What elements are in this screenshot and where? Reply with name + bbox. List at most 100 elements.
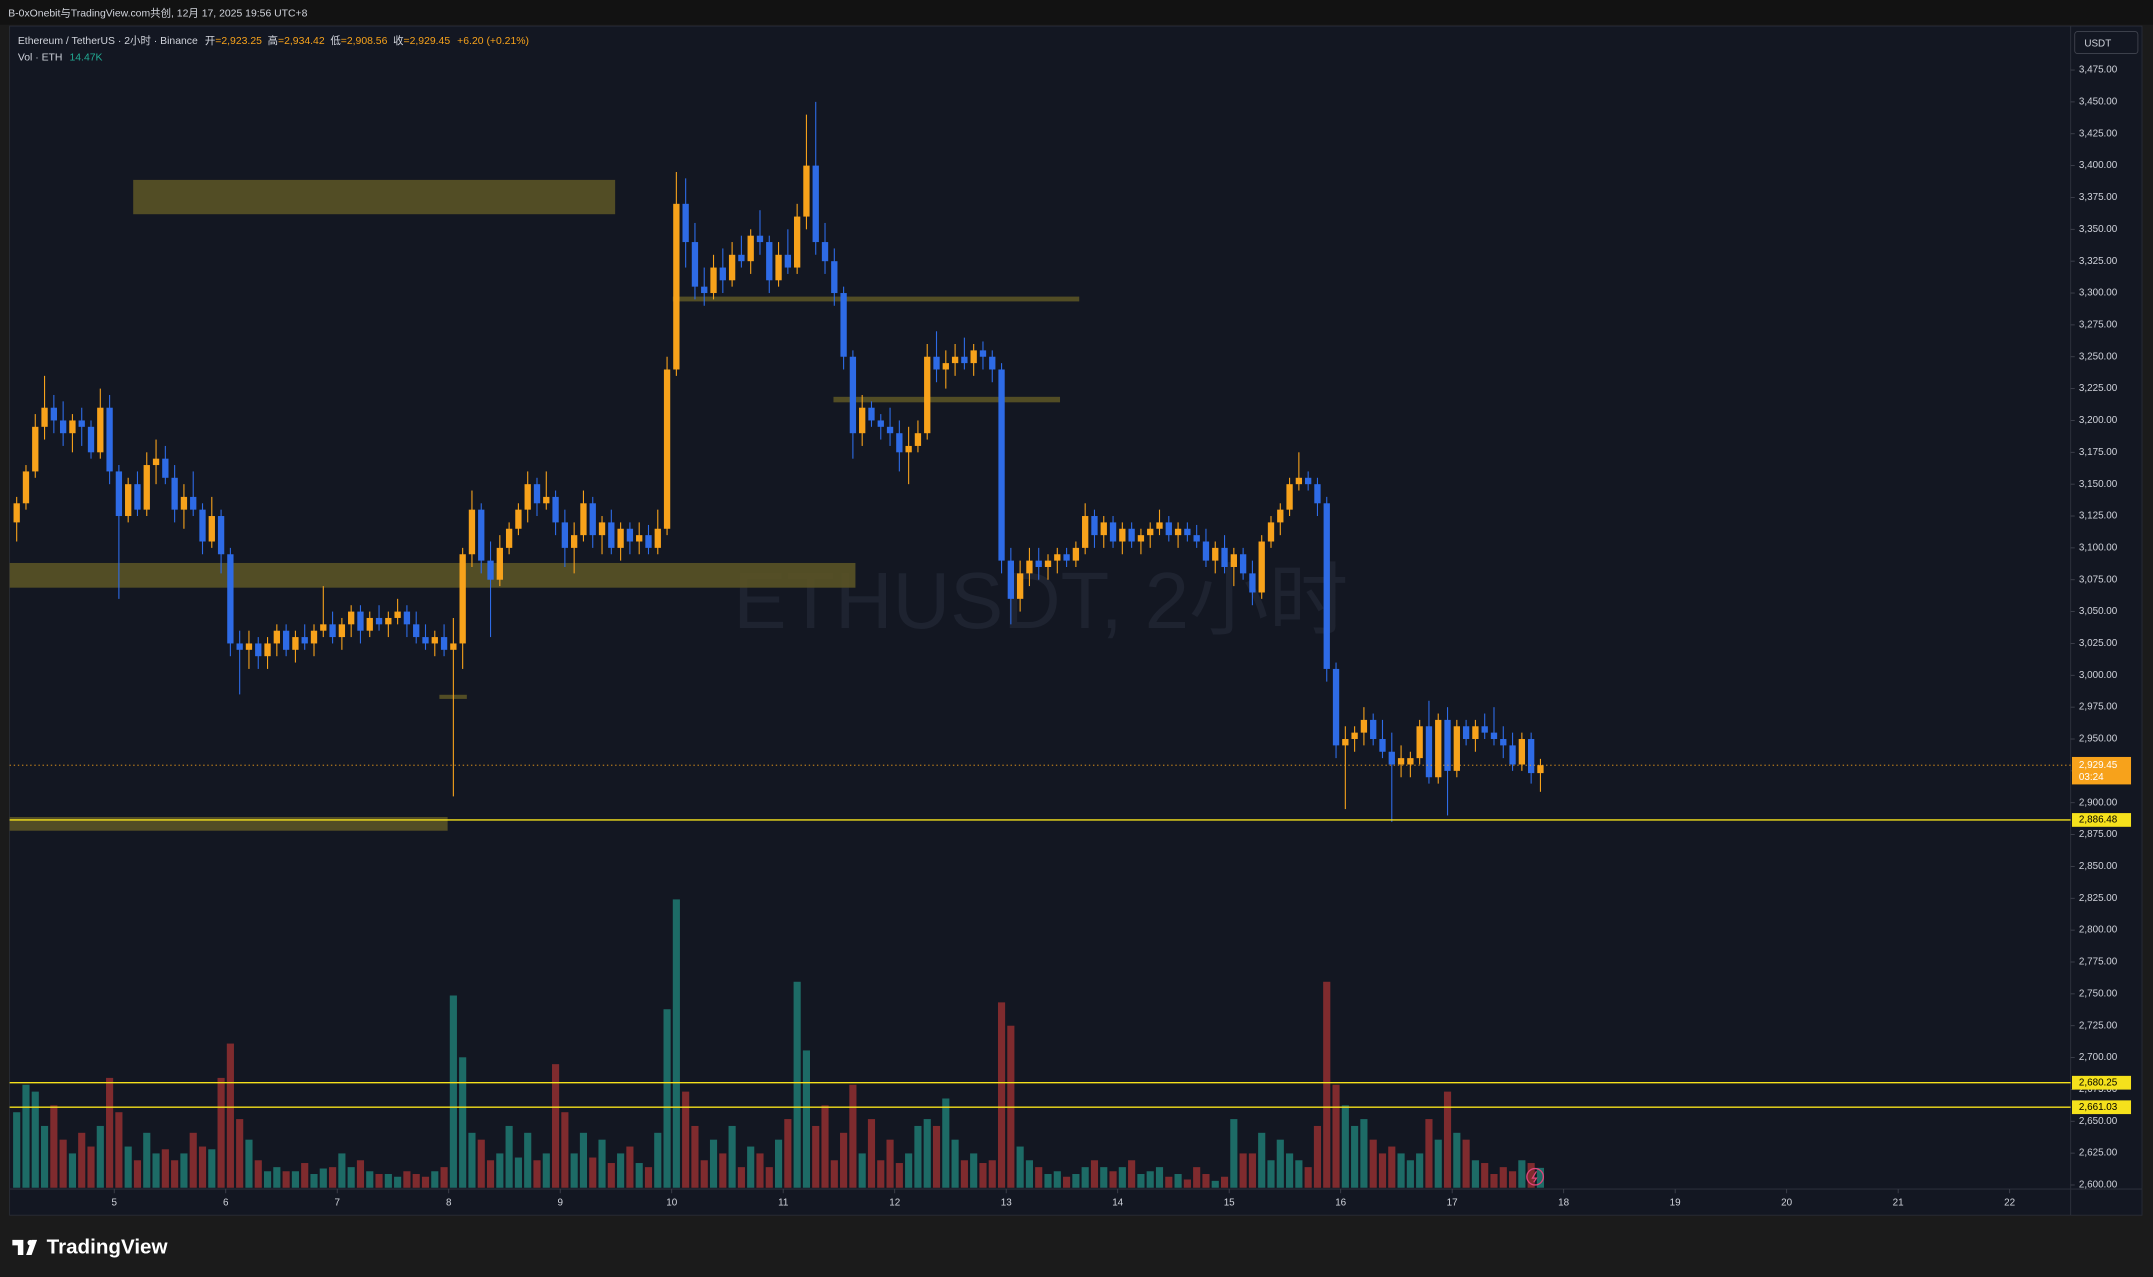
candle-body	[533, 484, 541, 504]
candle-body	[1156, 522, 1163, 529]
last-price-tag	[2071, 756, 2132, 785]
y-tick-label: 3,425.00	[2079, 128, 2118, 139]
ohlc-key: 低	[330, 34, 341, 47]
alert-bolt	[1531, 1170, 1538, 1183]
volume-bar	[68, 1153, 77, 1188]
volume-bar	[1323, 981, 1331, 1188]
candle-body	[375, 617, 383, 625]
candle-body	[1490, 732, 1498, 740]
volume-bar	[505, 1125, 513, 1188]
volume-bar	[291, 1171, 299, 1188]
candle-body	[208, 516, 215, 542]
volume-bar	[709, 1139, 718, 1188]
volume-bar	[979, 1163, 987, 1188]
candle-body	[1397, 758, 1405, 765]
x-tick-label: 10	[666, 1197, 677, 1208]
candle-body	[13, 503, 20, 523]
volume-bar	[691, 1125, 699, 1188]
x-tick-label: 22	[2004, 1197, 2015, 1208]
candle-body	[143, 465, 150, 510]
candle-body	[69, 420, 76, 434]
candle-body	[450, 643, 457, 650]
last-price-label: 2,929.45	[2079, 760, 2118, 771]
candle-body	[125, 484, 132, 517]
candle-body	[301, 637, 308, 644]
candle-body	[728, 254, 736, 281]
volume-bar	[617, 1153, 625, 1188]
candle-body	[1472, 726, 1479, 740]
volume-bar	[802, 1050, 811, 1188]
currency-box[interactable]	[2074, 31, 2139, 54]
volume-bar	[1453, 1132, 1461, 1188]
volume-bar	[905, 1153, 913, 1188]
candle-body	[756, 235, 764, 243]
volume-bar	[40, 1125, 49, 1188]
volume-bar	[1527, 1163, 1535, 1188]
volume-bar	[22, 1084, 30, 1188]
volume-bar	[1360, 1119, 1368, 1188]
candle-body	[1323, 503, 1330, 669]
volume-bar	[1518, 1160, 1526, 1188]
candle-body	[1100, 522, 1107, 536]
volume-bar	[774, 1139, 783, 1188]
price-line-tag	[2071, 1100, 2132, 1115]
candle-body	[961, 356, 968, 364]
volume-legend: Vol · ETH 14.47K	[18, 52, 103, 63]
volume-bar	[301, 1163, 309, 1188]
y-tick-label: 3,475.00	[2079, 65, 2118, 76]
candle-body	[1370, 719, 1377, 740]
candle-body	[152, 458, 160, 466]
y-tick-label: 2,725.00	[2079, 1020, 2118, 1031]
candle-body	[645, 535, 652, 548]
candle-body	[1044, 560, 1052, 567]
candle-body	[459, 554, 466, 644]
y-tick-label: 2,825.00	[2079, 893, 2118, 904]
volume-bar	[384, 1174, 392, 1188]
candle-body	[515, 509, 522, 529]
volume-bar	[468, 1132, 476, 1188]
volume-title: Vol · ETH	[18, 52, 63, 63]
volume-bar	[877, 1160, 885, 1188]
candle-body	[831, 261, 838, 294]
candle-body	[663, 369, 671, 529]
candle-body	[1332, 668, 1340, 746]
volume-bar	[765, 1167, 773, 1188]
candle-body	[1016, 573, 1024, 599]
candle-body	[87, 426, 95, 453]
share-caption: B-0xOnebit与TradingView.com共创, 12月 17, 20…	[8, 6, 307, 19]
y-tick-label: 3,400.00	[2079, 160, 2118, 171]
price-line-tag	[2071, 813, 2132, 827]
volume-bar	[552, 1064, 560, 1188]
volume-bar	[886, 1139, 894, 1188]
candle-body	[1537, 765, 1544, 774]
volume-bar	[1118, 1167, 1126, 1188]
candle-body	[236, 643, 243, 650]
candle-body	[701, 286, 708, 294]
price-line-tag	[2071, 1075, 2132, 1090]
volume-bar	[1388, 1146, 1396, 1188]
volume-bar	[970, 1153, 978, 1188]
volume-bar	[1425, 1119, 1433, 1188]
candle-body	[775, 254, 782, 281]
candle-body	[682, 203, 689, 243]
candle-body	[292, 637, 299, 650]
volume-bar	[1202, 1174, 1210, 1188]
candle-body	[1212, 547, 1219, 561]
candle-body	[1109, 522, 1117, 542]
volume-bar	[1100, 1167, 1108, 1188]
candle-body	[1054, 554, 1061, 561]
candle-body	[924, 356, 931, 434]
candle-body	[1453, 726, 1460, 771]
volume-bar	[236, 1119, 244, 1188]
volume-bar	[988, 1160, 996, 1188]
volume-bar	[747, 1146, 755, 1188]
volume-bar	[198, 1146, 207, 1188]
volume-bar	[1378, 1153, 1387, 1188]
candle-body	[840, 293, 847, 357]
alert-icon[interactable]	[1526, 1167, 1545, 1186]
candle-body	[803, 165, 810, 217]
x-tick-label: 9	[557, 1197, 563, 1208]
candle-body	[1035, 560, 1042, 567]
ohlc-key: 开	[205, 36, 215, 47]
